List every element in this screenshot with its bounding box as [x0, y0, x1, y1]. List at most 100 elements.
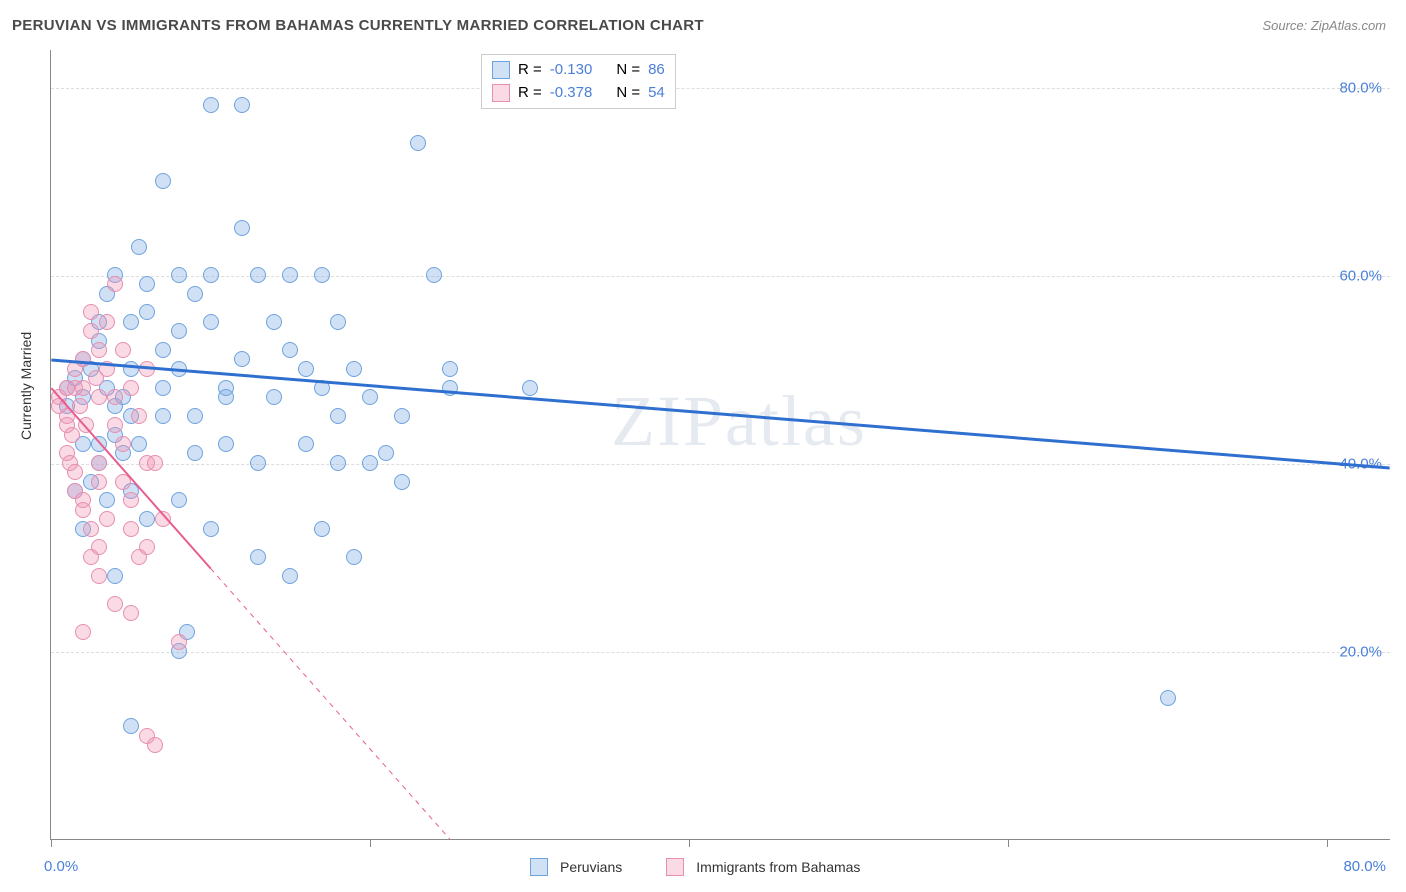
- data-point: [131, 408, 147, 424]
- data-point: [314, 267, 330, 283]
- data-point: [218, 436, 234, 452]
- data-point: [115, 342, 131, 358]
- data-point: [83, 304, 99, 320]
- data-point: [99, 492, 115, 508]
- data-point: [218, 389, 234, 405]
- data-point: [83, 521, 99, 537]
- data-point: [442, 361, 458, 377]
- data-point: [171, 267, 187, 283]
- data-point: [171, 492, 187, 508]
- watermark: ZIPatlas: [611, 380, 867, 463]
- swatch-bahamas: [666, 858, 684, 876]
- legend-row-peruvians: R = -0.130 N = 86: [492, 59, 665, 82]
- data-point: [107, 417, 123, 433]
- data-point: [72, 398, 88, 414]
- data-point: [282, 342, 298, 358]
- data-point: [107, 276, 123, 292]
- x-tick-mark: [689, 839, 690, 847]
- header: PERUVIAN VS IMMIGRANTS FROM BAHAMAS CURR…: [0, 0, 1406, 40]
- data-point: [123, 492, 139, 508]
- x-tick-mark: [1008, 839, 1009, 847]
- data-point: [234, 97, 250, 113]
- data-point: [99, 314, 115, 330]
- x-tick-mark: [370, 839, 371, 847]
- data-point: [314, 521, 330, 537]
- data-point: [250, 549, 266, 565]
- swatch-peruvians: [530, 858, 548, 876]
- y-tick-label: 60.0%: [1339, 267, 1382, 284]
- data-point: [78, 417, 94, 433]
- data-point: [266, 314, 282, 330]
- swatch-peruvians: [492, 61, 510, 79]
- data-point: [394, 474, 410, 490]
- legend-row-bahamas: R = -0.378 N = 54: [492, 82, 665, 105]
- y-tick-label: 80.0%: [1339, 79, 1382, 96]
- data-point: [187, 445, 203, 461]
- data-point: [234, 351, 250, 367]
- legend-series: Peruvians Immigrants from Bahamas: [530, 858, 860, 876]
- data-point: [131, 436, 147, 452]
- regression-lines: [51, 50, 1390, 839]
- data-point: [123, 380, 139, 396]
- data-point: [91, 474, 107, 490]
- data-point: [410, 135, 426, 151]
- data-point: [139, 361, 155, 377]
- data-point: [115, 474, 131, 490]
- data-point: [123, 361, 139, 377]
- chart-title: PERUVIAN VS IMMIGRANTS FROM BAHAMAS CURR…: [12, 17, 704, 34]
- data-point: [171, 323, 187, 339]
- data-point: [91, 436, 107, 452]
- legend-label-bahamas: Immigrants from Bahamas: [696, 859, 860, 875]
- data-point: [522, 380, 538, 396]
- data-point: [155, 408, 171, 424]
- n-value-bahamas: 54: [648, 82, 665, 105]
- data-point: [234, 220, 250, 236]
- data-point: [139, 539, 155, 555]
- data-point: [330, 455, 346, 471]
- data-point: [123, 605, 139, 621]
- data-point: [203, 97, 219, 113]
- data-point: [107, 596, 123, 612]
- data-point: [330, 408, 346, 424]
- n-label: N =: [616, 59, 640, 82]
- gridline: [51, 652, 1390, 653]
- data-point: [107, 389, 123, 405]
- data-point: [362, 389, 378, 405]
- data-point: [91, 455, 107, 471]
- data-point: [250, 267, 266, 283]
- data-point: [155, 342, 171, 358]
- data-point: [99, 511, 115, 527]
- data-point: [346, 549, 362, 565]
- data-point: [88, 370, 104, 386]
- swatch-bahamas: [492, 84, 510, 102]
- n-value-peruvians: 86: [648, 59, 665, 82]
- data-point: [147, 455, 163, 471]
- data-point: [75, 351, 91, 367]
- data-point: [155, 173, 171, 189]
- data-point: [123, 314, 139, 330]
- data-point: [203, 521, 219, 537]
- data-point: [171, 634, 187, 650]
- data-point: [139, 276, 155, 292]
- data-point: [139, 511, 155, 527]
- data-point: [298, 361, 314, 377]
- y-axis-label: Currently Married: [18, 332, 34, 440]
- data-point: [203, 314, 219, 330]
- data-point: [282, 267, 298, 283]
- legend-correlation: R = -0.130 N = 86 R = -0.378 N = 54: [481, 54, 676, 109]
- data-point: [91, 539, 107, 555]
- data-point: [91, 389, 107, 405]
- data-point: [83, 323, 99, 339]
- data-point: [123, 521, 139, 537]
- r-label: R =: [518, 59, 542, 82]
- data-point: [123, 718, 139, 734]
- data-point: [171, 361, 187, 377]
- data-point: [139, 304, 155, 320]
- data-point: [250, 455, 266, 471]
- n-label: N =: [616, 82, 640, 105]
- data-point: [91, 568, 107, 584]
- data-point: [187, 408, 203, 424]
- chart-plot-area: ZIPatlas R = -0.130 N = 86 R = -0.378 N …: [50, 50, 1390, 840]
- y-tick-label: 40.0%: [1339, 455, 1382, 472]
- y-tick-label: 20.0%: [1339, 643, 1382, 660]
